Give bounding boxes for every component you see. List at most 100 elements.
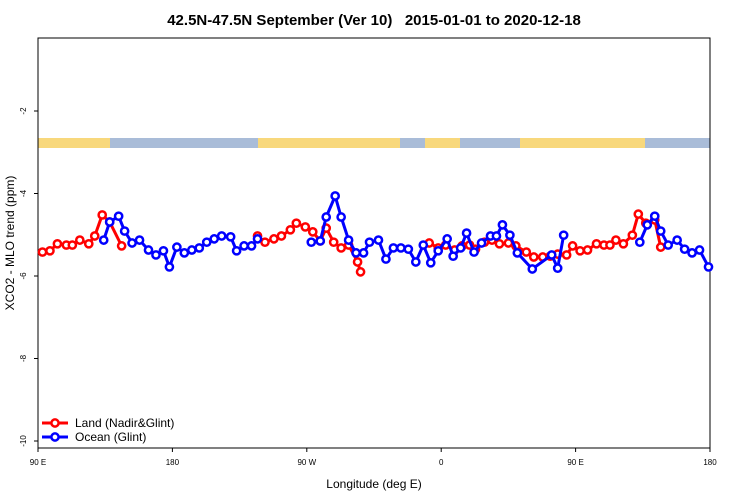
point <box>351 248 361 258</box>
point <box>143 245 154 255</box>
x-tick-label: 0 <box>439 458 444 467</box>
legend-label: Land (Nadir&Glint) <box>75 416 174 430</box>
point <box>269 234 279 244</box>
point <box>89 231 100 241</box>
point <box>679 244 690 255</box>
y-tick-label: -8 <box>19 354 28 362</box>
point <box>291 218 302 229</box>
point <box>634 237 645 248</box>
point <box>328 237 339 248</box>
point <box>527 264 538 274</box>
point <box>561 250 572 260</box>
x-tick-label: 90 E <box>30 458 46 467</box>
point <box>321 212 332 222</box>
point <box>403 244 414 255</box>
point <box>116 241 127 251</box>
point <box>97 210 108 220</box>
point <box>655 242 666 252</box>
point <box>186 245 197 255</box>
point <box>505 230 515 241</box>
point <box>315 236 326 246</box>
point <box>388 243 399 253</box>
point <box>98 235 109 245</box>
point <box>67 240 78 250</box>
point <box>306 237 317 248</box>
point <box>633 209 644 219</box>
point <box>300 222 311 232</box>
point <box>455 243 466 253</box>
y-tick-label: -4 <box>19 189 28 197</box>
point <box>83 238 94 249</box>
point <box>352 257 363 267</box>
point <box>239 241 249 251</box>
point <box>497 220 508 230</box>
point <box>127 238 137 248</box>
point <box>373 235 384 245</box>
point <box>113 211 124 222</box>
point <box>355 267 366 277</box>
point <box>172 242 182 252</box>
point <box>158 245 169 256</box>
point <box>461 228 472 238</box>
point <box>364 237 375 248</box>
point <box>285 224 296 235</box>
point <box>260 237 270 248</box>
point <box>663 240 674 250</box>
point <box>307 227 318 237</box>
point <box>546 250 557 260</box>
point <box>442 234 453 244</box>
point <box>252 234 263 244</box>
y-tick-label: -2 <box>19 107 28 115</box>
legend-label: Ocean (Glint) <box>75 430 146 444</box>
point <box>336 243 346 253</box>
point <box>528 252 539 262</box>
point <box>605 240 615 250</box>
point <box>649 211 660 222</box>
plot-frame <box>37 37 711 449</box>
chart-title: 42.5N-47.5N September (Ver 10) 2015-01-0… <box>167 12 581 29</box>
point <box>336 212 346 222</box>
y-tick-label: -6 <box>19 272 28 280</box>
point <box>74 235 85 245</box>
point <box>104 217 115 227</box>
y-tick-label: -10 <box>19 435 28 447</box>
point <box>575 245 585 256</box>
legend-marker <box>50 418 60 428</box>
x-tick-label: 90 E <box>567 458 583 467</box>
point <box>330 191 341 201</box>
point <box>687 248 697 258</box>
point <box>627 230 638 241</box>
point <box>491 231 502 241</box>
point <box>582 245 593 255</box>
point <box>209 234 220 244</box>
point <box>45 245 55 256</box>
point <box>246 241 257 251</box>
point <box>396 243 406 253</box>
point <box>512 248 523 258</box>
point <box>642 220 653 230</box>
point <box>216 231 227 241</box>
point <box>567 241 578 251</box>
point <box>134 235 145 245</box>
point <box>703 262 714 272</box>
point <box>231 245 242 256</box>
point <box>151 250 161 260</box>
x-tick-label: 180 <box>166 458 180 467</box>
point <box>343 235 354 245</box>
y-axis-label: XCO2 - MLO trend (ppm) <box>3 176 17 311</box>
point <box>672 235 682 245</box>
point <box>225 231 236 242</box>
point <box>552 263 563 274</box>
point <box>494 238 505 249</box>
point <box>381 254 391 264</box>
point <box>476 238 487 248</box>
point <box>276 231 287 241</box>
point <box>52 238 63 249</box>
point <box>119 226 130 236</box>
point <box>655 226 666 236</box>
point <box>448 251 458 262</box>
point <box>694 245 705 255</box>
point <box>201 237 212 248</box>
x-tick-label: 180 <box>703 458 717 467</box>
